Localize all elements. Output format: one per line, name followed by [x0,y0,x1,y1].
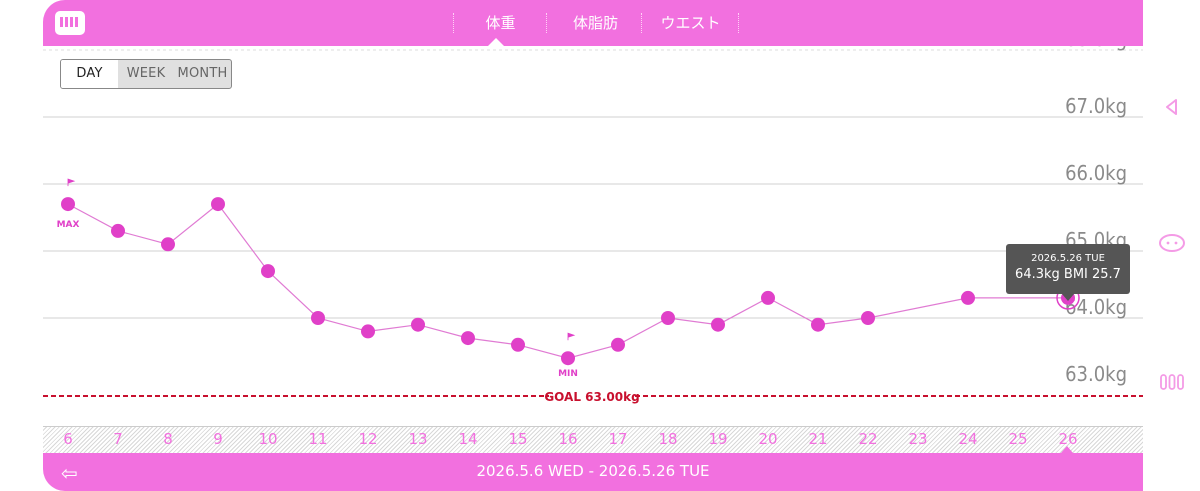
active-tab-indicator [488,38,504,46]
x-tick-label[interactable]: 24 [958,430,978,448]
annotation-label: MIN [558,369,578,379]
x-tick-label[interactable]: 17 [608,430,628,448]
date-range-label: 2026.5.6 WED - 2026.5.26 TUE [476,462,710,480]
data-point [61,197,75,212]
x-tick-label[interactable]: 13 [408,430,428,448]
x-tick-label[interactable]: 6 [63,430,73,448]
value-tooltip: 2026.5.26 TUE 64.3kg BMI 25.7 [1006,244,1130,301]
tab-separator [738,13,740,33]
x-tick-label[interactable]: 21 [808,430,828,448]
data-point [361,324,375,339]
y-tick-label: 66.0kg [1065,161,1127,185]
tab-body-fat[interactable]: 体脂肪 [572,14,618,32]
tab-separator [453,13,455,33]
back-triangle-icon[interactable] [1143,97,1200,117]
x-tick-label[interactable]: 20 [758,430,778,448]
data-point [961,290,975,305]
x-tick-label[interactable]: 12 [358,430,378,448]
x-tick-label[interactable]: 19 [708,430,728,448]
range-selector: DAY WEEK MONTH [60,59,232,89]
data-point [561,351,575,366]
data-point [711,317,725,332]
app-window: 体重 体脂肪 ウエスト 63.0kg 64.0kg 65.0kg 66.0kg 67.0… [0,0,1143,491]
data-point [261,264,275,279]
data-point [861,311,875,325]
x-tick-label[interactable]: 10 [258,430,278,448]
data-point [761,290,775,305]
range-week-button[interactable]: WEEK [126,66,166,81]
selected-day-pointer [1061,446,1073,453]
x-tick-label[interactable]: 25 [1008,430,1028,448]
annotation-label: MAX [57,220,80,230]
back-arrow-icon[interactable]: ⇦ [61,461,78,485]
x-tick-label[interactable]: 7 [113,430,123,448]
tab-waist[interactable]: ウエスト [660,14,721,32]
x-tick-label[interactable]: 26 [1058,430,1078,448]
tab-separator [546,13,548,33]
x-tick-label[interactable]: 8 [163,430,173,448]
x-tick-label[interactable]: 16 [558,430,578,448]
goal-label-bg [549,388,635,404]
tab-separator [641,13,643,33]
bottom-bar: ⇦ 2026.5.6 WED - 2026.5.26 TUE [43,453,1143,491]
tooltip-value: 64.3kg BMI 25.7 [1015,267,1121,282]
x-tick-label[interactable]: 14 [458,430,478,448]
data-point [161,237,175,252]
y-tick-label: 67.0kg [1065,94,1127,118]
x-axis: 6 7 8 9 10 11 12 13 14 15 16 17 18 19 20 21 22 23 24 25 26 [43,426,1143,454]
app-logo-icon[interactable] [55,11,85,35]
x-tick-label[interactable]: 11 [308,430,328,448]
range-month-button[interactable]: MONTH [177,66,228,81]
data-point [811,317,825,332]
tab-weight[interactable]: 体重 [485,14,516,32]
data-point [511,337,525,352]
flag-icon [67,178,76,187]
y-tick-label: 63.0kg [1065,362,1127,386]
data-point [461,331,475,346]
data-point [311,311,325,325]
system-nav-bar [1143,0,1200,491]
data-point [611,337,625,352]
goal-label: GOAL 63.00kg [544,390,639,404]
x-tick-label[interactable]: 9 [213,430,223,448]
recents-icon[interactable] [1143,372,1200,392]
data-point [661,311,675,325]
x-tick-label[interactable]: 22 [858,430,878,448]
y-tick-label: 68.0kg [1065,46,1127,51]
assistant-icon[interactable] [1143,232,1200,254]
tooltip-date: 2026.5.26 TUE [1031,253,1105,264]
data-point [211,197,225,212]
x-tick-label[interactable]: 23 [908,430,928,448]
top-bar: 体重 体脂肪 ウエスト [43,0,1143,46]
x-tick-label[interactable]: 15 [508,430,528,448]
weight-chart[interactable]: 63.0kg64.0kg65.0kg66.0kg67.0kg68.0kgGOAL… [43,46,1143,426]
data-point [411,317,425,332]
flag-icon [567,332,576,341]
range-day-button[interactable]: DAY [61,60,118,88]
x-tick-label[interactable]: 18 [658,430,678,448]
data-point [111,223,125,238]
